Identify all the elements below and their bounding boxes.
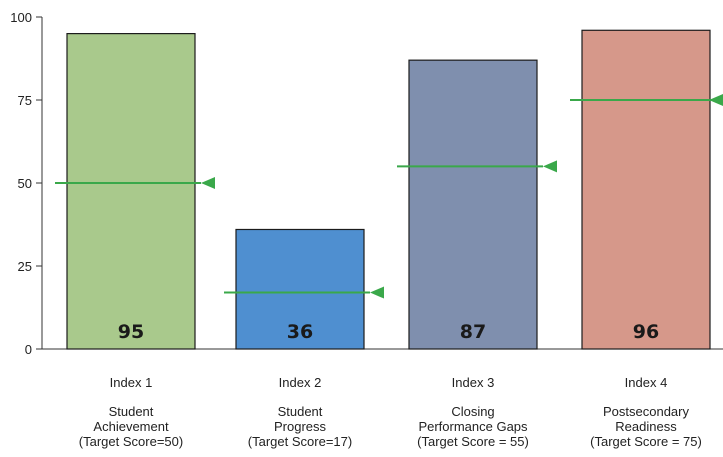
category-index-label: Index 3 xyxy=(452,375,495,390)
target-marker xyxy=(370,286,384,299)
bars xyxy=(66,29,711,350)
category-label: (Target Score = 55) xyxy=(417,434,529,449)
y-tick-label: 100 xyxy=(10,10,32,25)
category-label: Readiness xyxy=(615,419,677,434)
target-markers xyxy=(55,94,723,299)
category-label: (Target Score=50) xyxy=(79,434,183,449)
y-tick-label: 75 xyxy=(18,93,32,108)
category-label: Student xyxy=(278,404,323,419)
bar xyxy=(581,29,711,350)
category-label: Performance Gaps xyxy=(418,419,528,434)
category-label: (Target Score=17) xyxy=(248,434,352,449)
y-tick-label: 0 xyxy=(25,342,32,357)
bar xyxy=(66,32,196,350)
category-index-label: Index 1 xyxy=(110,375,153,390)
category-label: Progress xyxy=(274,419,327,434)
bar-value-label: 36 xyxy=(287,321,313,343)
bar xyxy=(408,59,538,350)
target-marker xyxy=(201,177,215,189)
y-tick-label: 50 xyxy=(18,176,32,191)
category-index-label: Index 2 xyxy=(279,375,322,390)
y-tick-label: 25 xyxy=(18,259,32,274)
category-label: Achievement xyxy=(93,419,169,434)
target-marker xyxy=(543,160,557,173)
bar xyxy=(235,228,365,350)
category-index-label: Index 4 xyxy=(625,375,668,390)
bar-value-label: 95 xyxy=(118,321,144,343)
target-marker xyxy=(709,94,723,106)
category-label: Postsecondary xyxy=(603,404,689,419)
category-label: (Target Score = 75) xyxy=(590,434,702,449)
value-labels: 95 36 87 96 xyxy=(118,321,659,343)
category-label: Closing xyxy=(451,404,494,419)
bar-value-label: 96 xyxy=(633,321,659,343)
category-label: Student xyxy=(109,404,154,419)
bar-value-label: 87 xyxy=(460,321,486,343)
